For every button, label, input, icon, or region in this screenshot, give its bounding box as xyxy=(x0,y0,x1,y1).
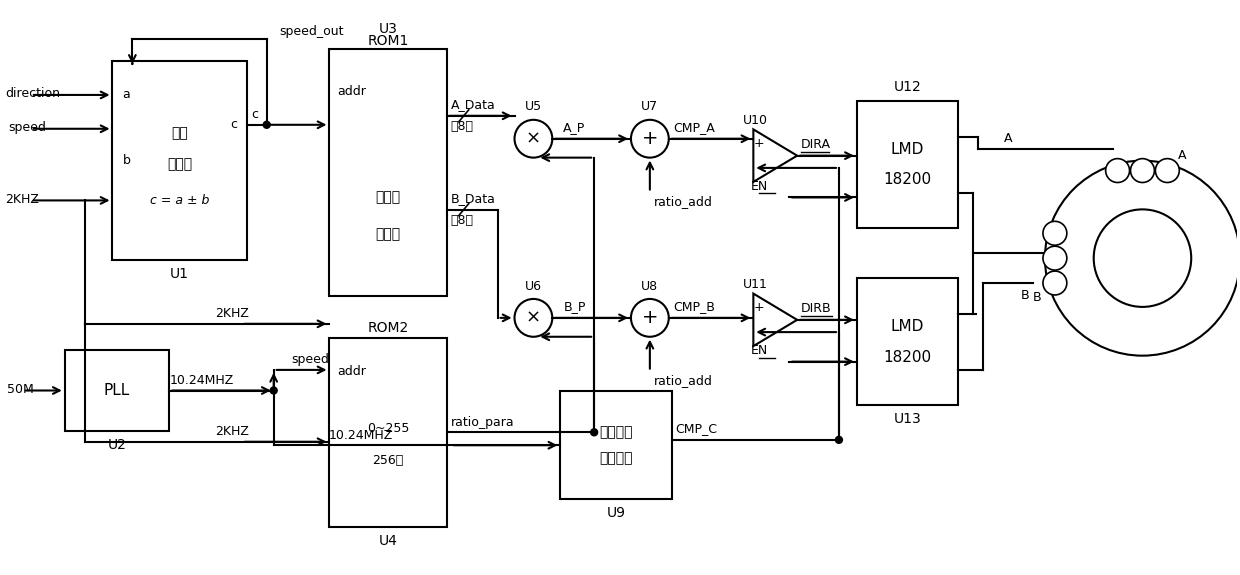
Circle shape xyxy=(631,120,668,158)
Circle shape xyxy=(515,120,552,158)
Text: U8: U8 xyxy=(641,279,658,293)
Text: 高8位: 高8位 xyxy=(451,214,474,227)
Text: -: - xyxy=(758,162,761,174)
Text: 10.24MHZ: 10.24MHZ xyxy=(170,374,234,387)
Text: U4: U4 xyxy=(378,534,398,548)
Text: c: c xyxy=(250,108,258,121)
Text: ×: × xyxy=(526,309,541,327)
Text: 18200: 18200 xyxy=(884,350,931,365)
Text: 0~255: 0~255 xyxy=(367,422,409,435)
Text: c: c xyxy=(229,118,237,131)
Circle shape xyxy=(836,436,842,443)
Text: ratio_add: ratio_add xyxy=(653,374,713,387)
Text: 加减: 加减 xyxy=(171,126,188,140)
Circle shape xyxy=(1043,246,1066,270)
Bar xyxy=(64,350,169,431)
Text: B_Data: B_Data xyxy=(451,192,496,205)
Text: EN: EN xyxy=(750,344,768,357)
Circle shape xyxy=(590,429,598,436)
Bar xyxy=(330,338,446,527)
Text: A: A xyxy=(1004,132,1012,145)
Text: speed: speed xyxy=(291,354,330,366)
Text: U9: U9 xyxy=(606,506,625,520)
Bar xyxy=(857,278,959,405)
Text: A: A xyxy=(1178,149,1187,162)
Text: U11: U11 xyxy=(743,278,768,291)
Text: speed_out: speed_out xyxy=(279,25,343,38)
Text: U1: U1 xyxy=(170,267,190,281)
Text: LMD: LMD xyxy=(890,142,924,157)
Circle shape xyxy=(1106,159,1130,182)
Bar xyxy=(113,61,247,260)
Text: B: B xyxy=(1033,292,1042,304)
Text: U3: U3 xyxy=(378,22,398,36)
Text: EN: EN xyxy=(750,180,768,193)
Text: LMD: LMD xyxy=(890,319,924,334)
Text: CMP_C: CMP_C xyxy=(676,423,718,435)
Text: 低8位: 低8位 xyxy=(451,120,474,133)
Circle shape xyxy=(270,387,278,394)
Circle shape xyxy=(1043,221,1066,245)
Text: -: - xyxy=(758,325,761,339)
Polygon shape xyxy=(754,129,797,182)
Text: 2KHZ: 2KHZ xyxy=(215,426,249,438)
Bar xyxy=(330,49,446,296)
Circle shape xyxy=(631,299,668,337)
Circle shape xyxy=(1131,159,1154,182)
Text: 256档: 256档 xyxy=(372,454,404,467)
Text: U10: U10 xyxy=(743,114,768,127)
Text: 2KHZ: 2KHZ xyxy=(215,308,249,320)
Circle shape xyxy=(263,121,270,128)
Text: +: + xyxy=(641,308,658,327)
Text: U12: U12 xyxy=(894,80,921,94)
Circle shape xyxy=(515,299,552,337)
Circle shape xyxy=(1156,159,1179,182)
Text: 正弦波: 正弦波 xyxy=(376,190,401,204)
Text: DIRA: DIRA xyxy=(801,138,831,151)
Text: b: b xyxy=(123,154,130,167)
Text: A_P: A_P xyxy=(563,121,585,135)
Text: addr: addr xyxy=(337,365,366,378)
Text: B_P: B_P xyxy=(563,300,585,313)
Text: 计数器: 计数器 xyxy=(167,158,192,171)
Text: U6: U6 xyxy=(525,279,542,293)
Text: 50M: 50M xyxy=(7,383,33,396)
Text: PLL: PLL xyxy=(104,383,130,398)
Text: CMP_B: CMP_B xyxy=(673,300,715,313)
Bar xyxy=(560,392,672,499)
Text: U5: U5 xyxy=(525,101,542,113)
Text: U13: U13 xyxy=(894,412,921,426)
Text: speed: speed xyxy=(7,121,46,135)
Text: 量化值: 量化值 xyxy=(376,227,401,241)
Text: B: B xyxy=(1021,289,1029,302)
Text: CMP_A: CMP_A xyxy=(673,121,715,135)
Text: a: a xyxy=(123,89,130,101)
Text: 锯齿波数: 锯齿波数 xyxy=(599,426,632,439)
Text: U2: U2 xyxy=(108,438,126,452)
Text: ratio_para: ratio_para xyxy=(451,416,515,429)
Text: 10.24MHZ: 10.24MHZ xyxy=(329,429,393,442)
Text: +: + xyxy=(754,137,765,150)
Text: +: + xyxy=(641,129,658,148)
Text: DIRB: DIRB xyxy=(801,302,832,316)
Text: A_Data: A_Data xyxy=(451,98,496,112)
Text: 2KHZ: 2KHZ xyxy=(5,193,38,206)
Text: U7: U7 xyxy=(641,101,658,113)
Text: c = a ± b: c = a ± b xyxy=(150,194,210,207)
Circle shape xyxy=(1043,271,1066,295)
Circle shape xyxy=(1045,160,1240,356)
Text: +: + xyxy=(754,301,765,314)
Text: ROM2: ROM2 xyxy=(367,321,409,335)
Circle shape xyxy=(1094,209,1192,307)
Text: 18200: 18200 xyxy=(884,172,931,187)
Text: addr: addr xyxy=(337,85,366,98)
Polygon shape xyxy=(754,294,797,346)
Bar xyxy=(857,101,959,228)
Text: ROM1: ROM1 xyxy=(367,34,409,48)
Text: direction: direction xyxy=(5,87,60,101)
Text: 字发生器: 字发生器 xyxy=(599,451,632,465)
Text: ratio_add: ratio_add xyxy=(653,195,713,208)
Text: ×: × xyxy=(526,130,541,148)
